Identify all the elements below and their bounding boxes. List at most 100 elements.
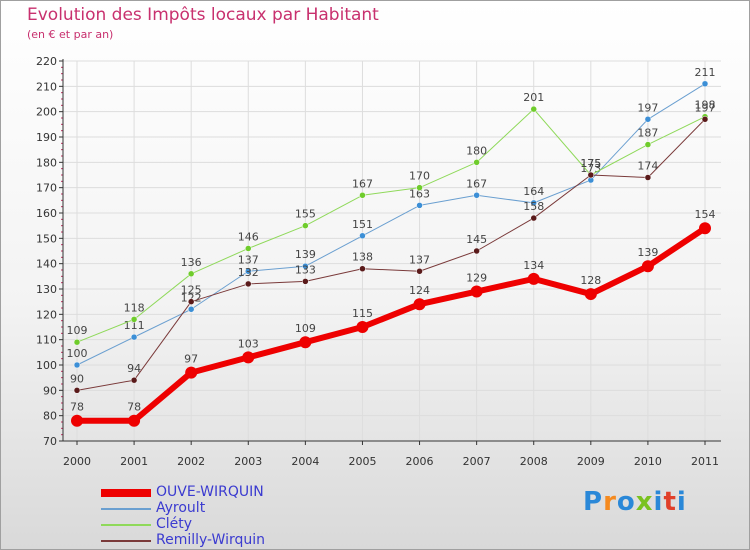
- data-point: [187, 270, 195, 278]
- data-label: 187: [637, 127, 658, 140]
- data-label: 133: [295, 263, 316, 276]
- chart-subtitle: (en € et par an): [27, 28, 114, 41]
- y-tick-label: 140: [36, 258, 57, 271]
- y-tick-label: 100: [36, 359, 57, 372]
- data-label: 100: [67, 347, 88, 360]
- y-tick-label: 90: [43, 384, 57, 397]
- data-label: 137: [409, 253, 430, 266]
- y-tick-label: 80: [43, 410, 57, 423]
- data-point: [701, 80, 709, 88]
- data-point: [530, 105, 537, 113]
- data-label: 115: [352, 307, 373, 320]
- logo-letter: o: [616, 487, 636, 517]
- x-tick-label: 2003: [234, 455, 262, 468]
- data-label: 198: [695, 99, 716, 112]
- legend-label: Cléty: [156, 516, 193, 532]
- data-label: 94: [127, 362, 141, 375]
- series-line-ayroult: [76, 83, 706, 366]
- data-point: [587, 171, 595, 179]
- x-tick-label: 2000: [63, 455, 91, 468]
- data-label: 132: [238, 266, 259, 279]
- data-point: [302, 278, 309, 285]
- data-label: 129: [466, 272, 487, 285]
- data-label: 146: [238, 230, 259, 243]
- x-tick-label: 2002: [177, 455, 205, 468]
- data-label: 109: [295, 322, 316, 335]
- data-label: 158: [523, 200, 544, 213]
- data-point: [699, 222, 711, 235]
- data-point: [187, 298, 195, 305]
- data-label: 103: [238, 337, 259, 350]
- data-point: [242, 351, 255, 364]
- x-tick-label: 2010: [634, 455, 662, 468]
- x-tick-label: 2001: [120, 455, 148, 468]
- data-label: 109: [67, 324, 88, 337]
- legend-swatch: [101, 524, 151, 526]
- data-point: [470, 285, 483, 298]
- data-label: 138: [352, 251, 373, 264]
- series-line-cl-ty: [76, 108, 706, 343]
- data-label: 145: [466, 233, 487, 246]
- legend-label: Remilly-Wirquin: [156, 532, 265, 548]
- data-point: [128, 414, 141, 427]
- y-tick-label: 120: [36, 308, 57, 321]
- data-label: 128: [580, 274, 601, 287]
- data-label: 170: [409, 170, 430, 183]
- legend-swatch: [101, 540, 151, 542]
- data-point: [413, 298, 426, 311]
- x-tick-label: 2006: [406, 455, 434, 468]
- data-label: 167: [352, 177, 373, 190]
- data-label: 111: [124, 319, 145, 332]
- data-point: [302, 222, 309, 229]
- data-point: [644, 174, 652, 181]
- data-label: 211: [695, 66, 716, 79]
- data-point: [185, 366, 198, 379]
- data-point: [644, 116, 652, 123]
- data-label: 122: [181, 291, 202, 304]
- y-tick-label: 110: [36, 334, 57, 347]
- data-point: [299, 336, 312, 349]
- y-tick-label: 160: [36, 207, 57, 220]
- logo-letter: x: [635, 487, 654, 517]
- data-point: [359, 232, 366, 240]
- data-label: 201: [523, 91, 544, 104]
- logo-letter: r: [603, 487, 617, 517]
- logo-letter: t: [663, 487, 677, 517]
- legend-label: Ayroult: [156, 500, 206, 516]
- data-point: [530, 199, 537, 207]
- data-point: [187, 306, 195, 313]
- data-point: [73, 338, 81, 346]
- data-label: 118: [124, 301, 145, 314]
- data-label: 180: [466, 144, 487, 157]
- y-tick-label: 200: [36, 106, 57, 119]
- data-point: [641, 260, 654, 273]
- data-point: [73, 387, 81, 394]
- data-label: 136: [181, 256, 202, 269]
- data-label: 163: [409, 187, 430, 200]
- data-label: 175: [580, 157, 601, 170]
- x-tick-label: 2007: [463, 455, 491, 468]
- data-point: [473, 159, 480, 166]
- legend-swatch: [101, 489, 151, 497]
- data-label: 137: [238, 253, 259, 266]
- data-point: [416, 184, 423, 191]
- data-point: [245, 268, 252, 275]
- data-point: [71, 414, 83, 427]
- data-point: [701, 116, 709, 123]
- data-label: 134: [523, 259, 544, 272]
- data-point: [356, 321, 369, 333]
- x-tick-label: 2008: [520, 455, 548, 468]
- data-point: [130, 333, 138, 341]
- y-tick-label: 170: [36, 182, 57, 195]
- logo-letter: P: [583, 487, 604, 517]
- logo-letter: i: [676, 487, 687, 517]
- data-label: 175: [580, 157, 601, 170]
- proxiti-logo: Proxiti: [583, 487, 687, 517]
- data-point: [584, 288, 597, 301]
- y-tick-label: 70: [43, 435, 57, 448]
- y-tick-label: 150: [36, 232, 57, 245]
- x-tick-label: 2011: [691, 455, 719, 468]
- data-label: 97: [184, 353, 198, 366]
- data-point: [73, 361, 81, 369]
